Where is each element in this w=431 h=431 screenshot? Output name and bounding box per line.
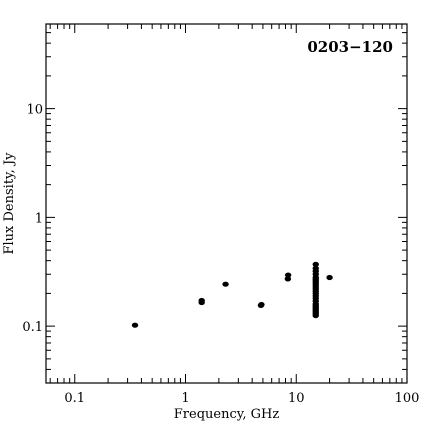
data-point — [284, 272, 292, 278]
chart-title: 0203−120 — [307, 38, 393, 56]
y-tick-label: 0.1 — [22, 320, 43, 335]
data-point — [312, 265, 319, 271]
data-points — [131, 261, 333, 328]
x-tick-labels: 0.1 1 10 100 — [64, 391, 419, 406]
data-point — [198, 297, 205, 304]
y-tick-label: 10 — [26, 103, 43, 118]
tick-marks — [46, 23, 408, 384]
x-tick-label: 100 — [395, 391, 420, 406]
y-axis-label: Flux Density, Jy — [2, 152, 17, 255]
data-point — [258, 301, 265, 308]
x-tick-label: 10 — [288, 391, 305, 406]
data-point — [131, 322, 139, 328]
data-point — [312, 261, 319, 267]
data-point — [222, 281, 229, 287]
x-tick-label: 1 — [181, 391, 189, 406]
y-tick-labels: 0.1 1 10 — [22, 103, 43, 336]
plot-frame — [45, 23, 408, 384]
x-tick-label: 0.1 — [64, 391, 85, 406]
y-tick-label: 1 — [35, 211, 43, 226]
data-point — [284, 276, 292, 282]
data-point — [326, 274, 333, 281]
x-axis-label: Frequency, GHz — [174, 407, 280, 422]
